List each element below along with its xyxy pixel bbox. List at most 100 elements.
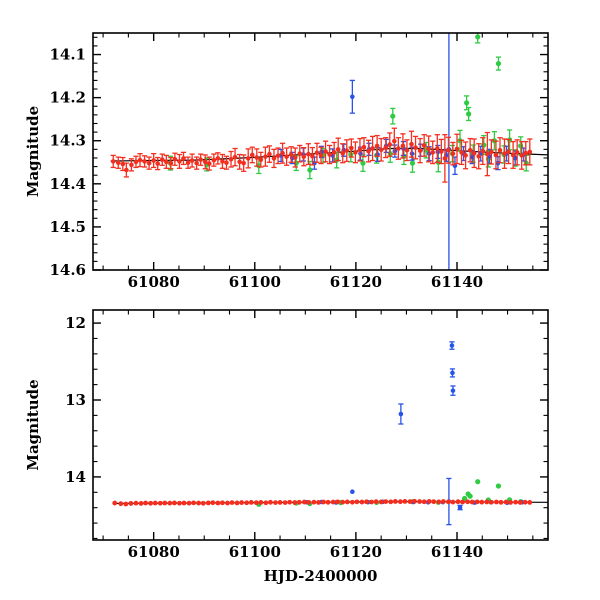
red-point <box>186 500 192 506</box>
red-point <box>488 499 494 505</box>
panel-frame <box>92 309 549 541</box>
red-point <box>374 143 380 149</box>
red-point <box>460 499 465 505</box>
red-point <box>522 499 528 505</box>
red-point <box>148 500 154 506</box>
red-point <box>503 499 509 505</box>
red-point <box>198 157 203 162</box>
red-point <box>124 167 129 173</box>
red-point <box>366 148 371 154</box>
red-point <box>357 147 363 153</box>
red-point <box>459 150 464 155</box>
red-point <box>155 161 161 166</box>
red-point <box>480 148 486 154</box>
red-point <box>311 499 317 505</box>
y-tick-label: 14.4 <box>49 175 86 193</box>
red-point <box>353 150 358 155</box>
red-point <box>517 500 523 505</box>
y-tick-label: 14.5 <box>49 218 86 236</box>
green-point <box>495 60 502 67</box>
red-point <box>237 159 242 165</box>
red-point <box>321 499 326 505</box>
y-tick-label: 12 <box>65 314 86 332</box>
red-point <box>232 154 238 160</box>
y-tick-label: 14.3 <box>49 132 86 150</box>
red-point <box>267 151 272 157</box>
red-point <box>497 147 503 153</box>
x-tick-label: 61140 <box>431 543 483 561</box>
red-point <box>430 150 436 155</box>
red-point <box>185 160 191 166</box>
red-point <box>301 499 307 505</box>
blue-point <box>450 388 456 393</box>
red-point <box>159 157 165 162</box>
red-point <box>268 499 273 505</box>
top-panel: 61080 61100 61120 61140 14.1 14.2 14.3 14.4 14.5… <box>49 32 549 292</box>
red-point <box>301 154 307 159</box>
red-point <box>494 499 499 505</box>
red-point <box>378 147 384 153</box>
red-point <box>220 159 225 164</box>
green-point <box>466 111 472 117</box>
red-point <box>157 500 163 506</box>
tick-labels: 61080 61100 61120 61140 14.1 14.2 14.3 14.4 14.5… <box>49 46 483 292</box>
red-point <box>465 499 471 505</box>
red-point <box>476 153 482 159</box>
red-point <box>168 160 174 166</box>
blue-point <box>350 489 355 494</box>
y-tick-label: 14.2 <box>49 89 86 107</box>
red-point <box>162 500 168 506</box>
green-point <box>495 483 502 489</box>
red-point <box>436 499 442 505</box>
red-point <box>277 499 283 505</box>
red-point <box>330 499 336 505</box>
red-point <box>118 501 124 507</box>
red-point <box>194 160 199 166</box>
red-point <box>426 146 431 152</box>
red-point <box>210 500 216 506</box>
red-point <box>215 156 221 161</box>
red-point <box>280 150 285 156</box>
data-layer <box>112 341 548 526</box>
red-point <box>263 154 268 159</box>
red-point <box>484 499 490 505</box>
red-point <box>133 159 139 165</box>
red-point <box>263 500 269 506</box>
red-point <box>275 153 281 159</box>
red-point <box>527 149 533 155</box>
red-point <box>404 147 410 153</box>
red-point <box>370 146 375 151</box>
red-point <box>409 141 414 147</box>
red-point <box>142 159 147 164</box>
red-point <box>271 156 277 161</box>
red-point <box>400 143 406 149</box>
red-point <box>439 149 444 154</box>
red-point <box>335 499 341 505</box>
red-point <box>344 499 350 505</box>
x-tick-label: 61080 <box>128 543 180 561</box>
red-point <box>306 500 312 505</box>
blue-point <box>449 343 455 348</box>
y-tick-label: 14.6 <box>49 261 86 279</box>
red-point <box>172 156 178 162</box>
x-tick-label: 61080 <box>128 273 180 291</box>
red-point <box>191 500 197 506</box>
red-point <box>412 498 417 504</box>
red-point <box>110 159 116 164</box>
red-point <box>510 152 516 158</box>
red-point <box>273 500 278 506</box>
red-point <box>211 157 217 163</box>
red-point <box>498 499 504 505</box>
red-point <box>434 146 440 151</box>
red-point <box>413 145 418 150</box>
red-point <box>306 151 311 157</box>
y-tick-label: 13 <box>65 391 86 409</box>
red-point <box>245 156 251 161</box>
y-tick-label: 14 <box>65 468 86 486</box>
red-point <box>253 500 259 506</box>
red-point <box>152 500 158 506</box>
data-layer <box>110 33 548 270</box>
red-point <box>229 500 235 506</box>
bottom-panel: 61080 61100 61120 61140 12 13 14 <box>65 309 549 561</box>
